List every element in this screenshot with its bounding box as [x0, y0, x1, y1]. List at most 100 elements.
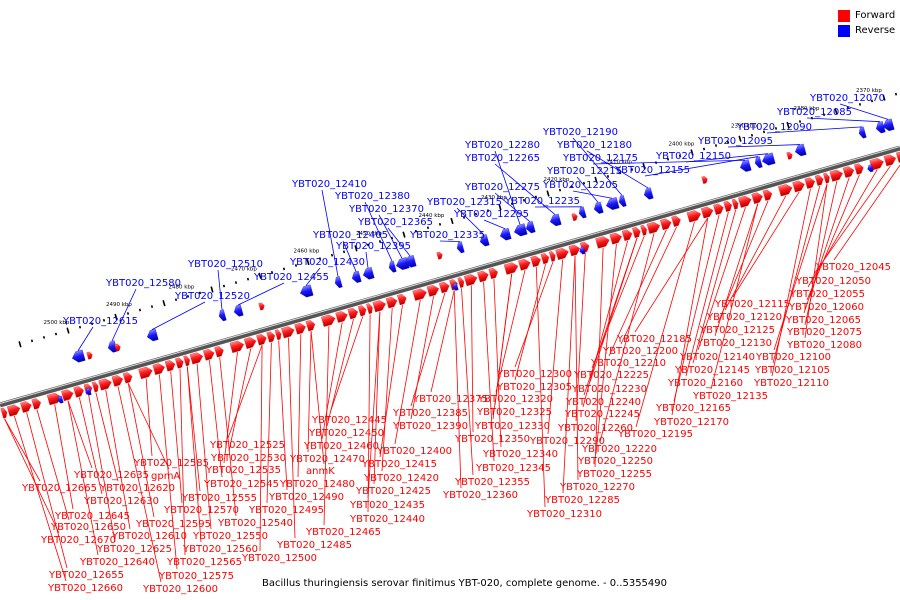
forward-gene-label[interactable]: YBT020_12330 — [474, 421, 550, 432]
forward-gene-label[interactable]: YBT020_12435 — [349, 500, 425, 511]
forward-gene-label[interactable]: YBT020_12250 — [577, 456, 653, 467]
forward-gene-label[interactable]: YBT020_12400 — [376, 446, 452, 457]
forward-gene-arrow[interactable] — [814, 174, 824, 186]
forward-gene-arrow[interactable] — [700, 206, 714, 219]
forward-gene-label[interactable]: YBT020_12385 — [392, 408, 468, 419]
forward-gene-label[interactable]: YBT020_12630 — [83, 496, 159, 507]
forward-gene-label[interactable]: anmK — [306, 466, 335, 477]
forward-gene-label[interactable]: YBT020_12100 — [755, 352, 831, 363]
forward-gene-arrow[interactable] — [530, 255, 542, 268]
reverse-gene-label[interactable]: YBT020_12430 — [289, 257, 365, 268]
forward-gene-arrow[interactable] — [357, 305, 367, 317]
forward-gene-label[interactable]: YBT020_12595 — [135, 519, 211, 530]
forward-gene-arrow[interactable] — [412, 287, 428, 301]
forward-gene-label[interactable]: YBT020_12530 — [210, 453, 286, 464]
reverse-gene-label[interactable]: YBT020_12275 — [464, 182, 540, 193]
reverse-gene-arrow[interactable] — [388, 260, 397, 273]
forward-gene-arrow[interactable] — [20, 400, 32, 413]
forward-gene-label[interactable]: YBT020_12490 — [268, 492, 344, 503]
reverse-gene-label[interactable]: YBT020_12180 — [556, 140, 632, 151]
forward-gene-arrow[interactable] — [73, 385, 85, 398]
forward-gene-label[interactable]: YBT020_12200 — [602, 346, 678, 357]
forward-gene-label[interactable]: YBT020_12670 — [40, 535, 116, 546]
reverse-gene-arrow[interactable] — [579, 246, 586, 255]
reverse-gene-arrow[interactable] — [739, 159, 752, 173]
forward-gene-label[interactable]: YBT020_12565 — [166, 557, 242, 568]
reverse-gene-arrow[interactable] — [218, 309, 227, 322]
forward-gene-arrow[interactable] — [366, 303, 374, 314]
forward-gene-label[interactable]: YBT020_12550 — [192, 531, 268, 542]
reverse-gene-arrow[interactable] — [362, 267, 375, 280]
forward-gene-arrow[interactable] — [503, 261, 519, 275]
forward-gene-arrow[interactable] — [31, 398, 42, 410]
forward-gene-arrow[interactable] — [686, 209, 702, 223]
forward-gene-label[interactable]: YBT020_12170 — [653, 417, 729, 428]
forward-gene-label[interactable]: YBT020_12625 — [96, 544, 172, 555]
forward-gene-label[interactable]: YBT020_12060 — [788, 302, 864, 313]
forward-gene-label[interactable]: YBT020_12445 — [311, 415, 387, 426]
forward-gene-label[interactable]: YBT020_12140 — [679, 352, 755, 363]
reverse-gene-label[interactable]: YBT020_12615 — [62, 316, 138, 327]
reverse-gene-arrow[interactable] — [754, 156, 763, 169]
forward-gene-label[interactable]: YBT020_12345 — [475, 463, 551, 474]
forward-gene-label[interactable]: YBT020_12300 — [496, 369, 572, 380]
reverse-gene-label[interactable]: YBT020_12085 — [776, 107, 852, 118]
reverse-gene-arrow[interactable] — [513, 223, 528, 238]
forward-gene-label[interactable]: YBT020_12640 — [79, 557, 155, 568]
reverse-gene-arrow[interactable] — [578, 206, 587, 219]
forward-gene-label[interactable]: YBT020_12465 — [305, 527, 381, 538]
forward-gene-label[interactable]: YBT020_12125 — [699, 325, 775, 336]
forward-gene-label[interactable]: YBT020_12240 — [565, 397, 641, 408]
forward-gene-label[interactable]: YBT020_12480 — [279, 479, 355, 490]
forward-gene-arrow[interactable] — [896, 150, 900, 163]
reverse-gene-arrow[interactable] — [875, 121, 886, 134]
forward-gene-label[interactable]: YBT020_12320 — [477, 394, 553, 405]
forward-gene-label[interactable]: YBT020_12555 — [181, 493, 257, 504]
forward-gene-label[interactable]: YBT020_12525 — [209, 440, 285, 451]
forward-gene-label[interactable]: YBT020_12110 — [753, 378, 829, 389]
reverse-gene-label[interactable]: YBT020_12280 — [464, 140, 540, 151]
forward-gene-arrow[interactable] — [854, 163, 864, 175]
forward-gene-label[interactable]: YBT020_12540 — [217, 518, 293, 529]
forward-gene-arrow[interactable] — [713, 203, 724, 215]
forward-gene-arrow[interactable] — [778, 183, 793, 197]
reverse-gene-arrow[interactable] — [858, 126, 867, 139]
forward-gene-arrow[interactable] — [397, 293, 407, 306]
forward-gene-arrow[interactable] — [214, 345, 224, 358]
forward-gene-label[interactable]: YBT020_12415 — [361, 459, 437, 470]
reverse-gene-label[interactable]: YBT020_12315 — [426, 197, 502, 208]
reverse-gene-arrow[interactable] — [71, 349, 86, 364]
forward-gene-arrow[interactable] — [203, 348, 215, 361]
forward-gene-arrow[interactable] — [632, 226, 641, 239]
forward-gene-label[interactable]: YBT020_12440 — [349, 514, 425, 525]
reverse-gene-label[interactable]: YBT020_12265 — [464, 153, 540, 164]
forward-gene-label[interactable]: YBT020_12545 — [203, 479, 279, 490]
forward-gene-label[interactable]: YBT020_12075 — [786, 327, 862, 338]
forward-gene-arrow[interactable] — [731, 198, 740, 210]
forward-gene-arrow[interactable] — [426, 284, 440, 297]
forward-gene-arrow[interactable] — [122, 371, 133, 384]
forward-gene-label[interactable]: YBT020_12045 — [815, 262, 891, 273]
forward-gene-arrow[interactable] — [804, 177, 816, 189]
forward-gene-label[interactable]: YBT020_12120 — [706, 312, 782, 323]
forward-gene-arrow[interactable] — [436, 251, 444, 260]
forward-gene-arrow[interactable] — [477, 270, 489, 283]
forward-gene-label[interactable]: YBT020_12255 — [576, 469, 652, 480]
forward-gene-arrow[interactable] — [152, 362, 166, 375]
forward-gene-label[interactable]: YBT020_12420 — [363, 473, 439, 484]
forward-gene-label[interactable]: YBT020_12610 — [111, 531, 187, 542]
forward-gene-label[interactable]: YBT020_12055 — [789, 289, 865, 300]
forward-gene-arrow[interactable] — [571, 213, 579, 222]
forward-gene-label[interactable]: YBT020_12585 — [133, 458, 209, 469]
forward-gene-arrow[interactable] — [281, 325, 295, 339]
forward-gene-label[interactable]: YBT020_12080 — [786, 340, 862, 351]
forward-gene-arrow[interactable] — [164, 359, 176, 372]
reverse-gene-arrow[interactable] — [794, 143, 807, 157]
forward-gene-label[interactable]: YBT020_12650 — [50, 522, 126, 533]
forward-gene-arrow[interactable] — [294, 322, 307, 335]
forward-gene-arrow[interactable] — [671, 215, 681, 227]
forward-gene-label[interactable]: YBT020_12130 — [696, 338, 772, 349]
forward-gene-arrow[interactable] — [175, 357, 184, 369]
reverse-gene-arrow[interactable] — [593, 201, 604, 215]
reverse-gene-arrow[interactable] — [618, 195, 627, 207]
